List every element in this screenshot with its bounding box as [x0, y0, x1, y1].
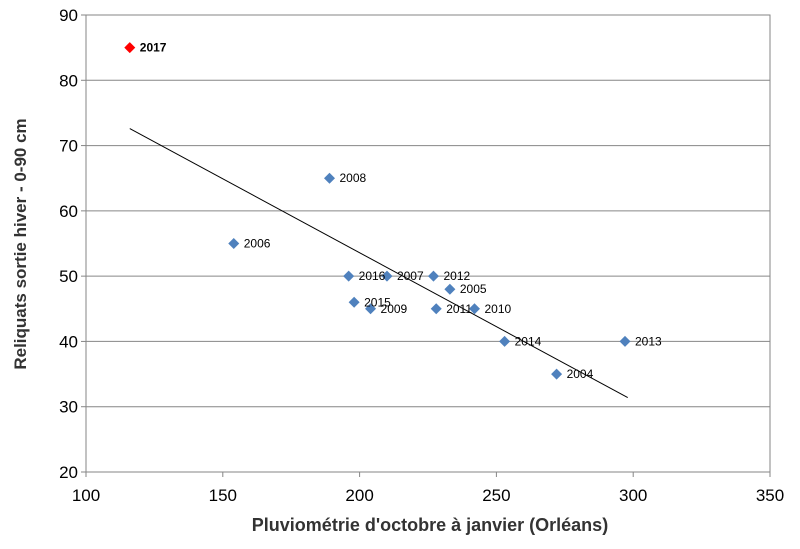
y-tick-label: 70	[59, 137, 78, 156]
data-point-2009	[365, 303, 377, 315]
data-point-2005	[444, 283, 456, 295]
point-label-2013: 2013	[635, 334, 662, 348]
y-tick-label: 20	[59, 463, 78, 482]
x-tick-label: 300	[619, 486, 647, 505]
point-label-2008: 2008	[340, 171, 367, 185]
data-point-2013	[619, 335, 631, 347]
y-axis-ticks: 20 30 40 50 60 70 80 90	[59, 6, 86, 482]
data-point-2015	[348, 296, 360, 308]
point-label-2006: 2006	[244, 237, 271, 251]
data-point-2010	[469, 303, 481, 315]
point-label-2016: 2016	[359, 269, 386, 283]
point-label-2005: 2005	[460, 282, 487, 296]
y-tick-label: 60	[59, 202, 78, 221]
data-point-2016	[343, 270, 355, 282]
y-tick-label: 50	[59, 267, 78, 286]
data-points	[124, 42, 631, 380]
gridlines	[86, 14, 770, 473]
point-labels: 2004 2005 2006 2007 2008 2009 2010 2011 2012 2013…	[140, 41, 662, 381]
trendline	[129, 128, 628, 399]
data-point-2006	[228, 238, 240, 249]
data-point-2014	[499, 335, 511, 347]
point-label-2004: 2004	[567, 367, 594, 381]
point-label-2010: 2010	[485, 302, 512, 316]
point-label-2014: 2014	[515, 334, 542, 348]
y-tick-label: 30	[59, 398, 78, 417]
point-label-2012: 2012	[443, 269, 470, 283]
point-label-2017: 2017	[140, 41, 167, 55]
point-label-2011: 2011	[446, 302, 472, 316]
x-axis-title: Pluviométrie d'octobre à janvier (Orléan…	[252, 515, 608, 535]
data-point-2012	[427, 270, 439, 282]
point-label-2009: 2009	[381, 302, 408, 316]
y-tick-label: 40	[59, 332, 78, 351]
point-label-2007: 2007	[397, 269, 424, 283]
y-axis-title: Reliquats sortie hiver - 0-90 cm	[11, 118, 30, 369]
x-tick-label: 350	[756, 486, 784, 505]
x-tick-label: 250	[482, 486, 510, 505]
y-tick-label: 90	[59, 6, 78, 25]
data-point-2017	[124, 42, 136, 54]
data-point-2007	[381, 270, 393, 282]
x-tick-label: 100	[72, 486, 100, 505]
data-point-2008	[324, 172, 336, 184]
x-tick-label: 150	[209, 486, 237, 505]
plot-area-border	[85, 14, 771, 473]
x-axis-ticks: 100 150 200 250 300 350	[72, 472, 784, 505]
point-label-2015: 2015	[364, 295, 391, 309]
data-point-2011	[430, 303, 442, 315]
y-tick-label: 80	[59, 71, 78, 90]
x-tick-label: 200	[345, 486, 373, 505]
data-point-2004	[551, 368, 563, 380]
